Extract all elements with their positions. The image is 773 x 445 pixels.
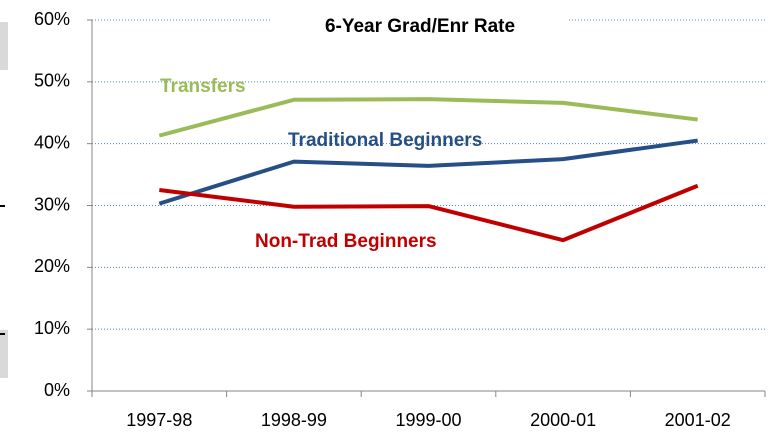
y-tick-label: 40%	[34, 132, 70, 152]
edge-artifact	[0, 333, 5, 335]
y-tick-label: 0%	[44, 380, 70, 400]
series-line	[158, 97, 698, 138]
edge-artifact	[0, 205, 5, 207]
chart-title: 6-Year Grad/Enr Rate	[325, 16, 515, 37]
series-label: Non-Trad Beginners	[255, 231, 437, 252]
x-tick-label: 2000-01	[530, 410, 596, 430]
x-tick-label: 1998-99	[261, 410, 327, 430]
x-tick-label: 1999-00	[395, 410, 461, 430]
series-label: Transfers	[160, 76, 246, 97]
edge-artifact	[0, 22, 8, 70]
series-line	[159, 183, 699, 243]
y-tick-label: 60%	[34, 9, 70, 29]
y-tick-label: 50%	[34, 71, 70, 91]
edge-artifact	[0, 330, 8, 378]
series-line	[158, 138, 698, 206]
series-label: Traditional Beginners	[288, 130, 482, 151]
title-background	[272, 12, 568, 42]
y-tick-label: 30%	[34, 194, 70, 214]
x-tick-label: 1997-98	[126, 410, 192, 430]
y-tick-label: 10%	[34, 318, 70, 338]
y-tick-label: 20%	[34, 256, 70, 276]
x-tick-label: 2001-02	[665, 410, 731, 430]
